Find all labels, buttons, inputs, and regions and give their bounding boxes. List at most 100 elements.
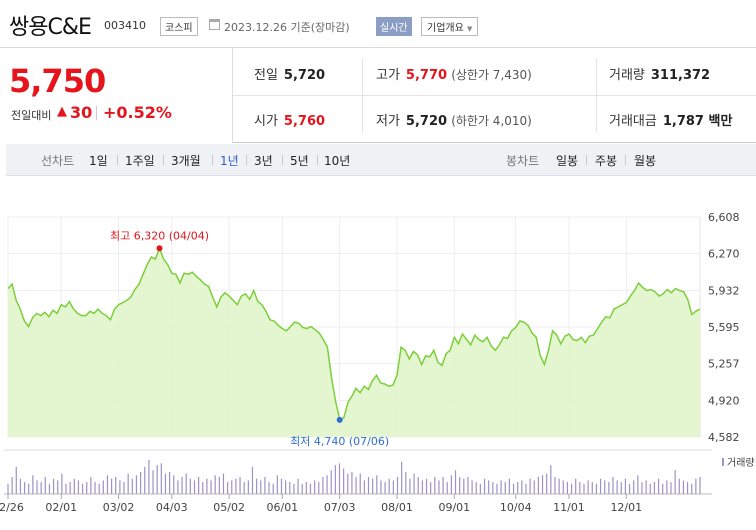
volume-bar — [90, 477, 92, 494]
volume-bar — [682, 480, 685, 494]
volume-bar — [351, 471, 353, 494]
volume-bar — [512, 483, 515, 494]
volume-bar — [314, 480, 316, 494]
volume-bar — [488, 480, 490, 494]
stat-value: 5,720 — [283, 68, 326, 83]
volume-bar — [363, 480, 365, 494]
x-tick-label: 12/26 — [0, 501, 24, 514]
volume-bar — [181, 477, 183, 494]
volume-bar — [322, 477, 324, 494]
divider — [596, 58, 597, 133]
volume-bar — [633, 480, 635, 494]
volume-bar — [566, 482, 569, 494]
chart-annotations: 최고 6,320 (04/04) 최저 4,740 (07/06) — [110, 229, 389, 448]
volume-bar — [338, 463, 341, 494]
candle-chart-title: 봉차트 — [506, 154, 540, 168]
stat-value: 1,787 백만 — [662, 114, 733, 129]
volume-bar — [169, 471, 171, 494]
realtime-button[interactable]: 실시간 — [376, 17, 412, 36]
chart-period-tabs: 선차트 1일 1주일 3개월 1년 3년 5년 10년 봉차트 일봉 주봉 월봉 — [6, 144, 756, 176]
stat-value: 5,760 — [283, 114, 326, 129]
volume-bar — [28, 483, 30, 494]
tab-10year[interactable]: 10년 — [324, 154, 351, 168]
price-change: 30 — [70, 103, 93, 122]
volume-bar — [301, 483, 303, 494]
tab-1year[interactable]: 1년 — [220, 154, 239, 168]
volume-bar — [517, 482, 519, 494]
volume-bar — [152, 470, 154, 494]
tab-weekly-candle[interactable]: 주봉 — [595, 154, 618, 168]
volume-bar — [239, 477, 241, 494]
volume-bar — [334, 465, 336, 494]
volume-bar — [330, 470, 332, 494]
volume-bar — [218, 477, 220, 494]
volume-bar — [102, 480, 104, 494]
x-axis-ticks: 12/26 02/01 03/02 04/03 05/02 06/01 07/03 08/01… — [0, 494, 642, 514]
volume-bar — [405, 471, 407, 494]
current-price-box: 5,750 전일대비 ▲ 30 +0.52% — [0, 48, 233, 143]
price-line — [7, 246, 701, 421]
stat-label: 전일 — [254, 68, 278, 83]
volume-bar — [442, 477, 444, 494]
volume-bar — [32, 475, 34, 494]
volume-bar — [276, 475, 278, 494]
company-overview-label: 기업개요 — [427, 23, 464, 34]
tab-5year[interactable]: 5년 — [290, 154, 309, 168]
volume-bar — [595, 483, 598, 494]
tab-3month[interactable]: 3개월 — [171, 154, 201, 168]
volume-bar — [65, 483, 67, 494]
volume-bar — [135, 475, 138, 494]
volume-bar — [450, 475, 452, 494]
volume-bar — [686, 482, 689, 494]
volume-bar — [372, 478, 374, 494]
volume-bar — [376, 475, 378, 494]
up-triangle-icon: ▲ — [57, 104, 67, 119]
x-tick-label: 08/01 — [381, 501, 413, 514]
divider — [625, 155, 626, 165]
volume-bar — [599, 478, 602, 494]
volume-bar — [285, 480, 287, 494]
x-tick-label: 12/01 — [610, 501, 642, 514]
company-overview-button[interactable]: 기업개요 ▼ — [421, 17, 479, 36]
volume-bar — [268, 482, 270, 494]
tab-monthly-candle[interactable]: 월봉 — [634, 154, 657, 168]
volume-bar — [280, 478, 283, 494]
tab-3year[interactable]: 3년 — [254, 154, 273, 168]
y-tick-label: 4,920 — [708, 394, 740, 407]
volume-bar — [11, 477, 13, 494]
lower-limit: (하한가 4,010) — [451, 114, 532, 128]
divider — [212, 155, 213, 165]
volume-bar — [678, 478, 680, 494]
volume-bar — [670, 482, 672, 494]
volume-bar — [649, 483, 651, 494]
tab-1day[interactable]: 1일 — [89, 154, 108, 168]
volume-bar — [359, 473, 361, 494]
volume-bar — [467, 477, 469, 494]
volume-bar — [7, 483, 9, 494]
stat-open: 시가 5,760 — [254, 110, 325, 129]
stat-label: 고가 — [376, 68, 400, 83]
volume-bar — [355, 477, 357, 494]
volume-bar — [430, 482, 432, 494]
volume-bar — [392, 480, 394, 494]
volume-bar — [508, 478, 510, 494]
volume-bar — [123, 482, 125, 494]
volume-bar — [496, 483, 498, 494]
volume-bar — [695, 478, 697, 494]
volume-bar — [23, 482, 26, 494]
volume-bar — [185, 473, 187, 494]
market-badge: 코스피 — [160, 17, 198, 36]
volume-bar — [222, 473, 225, 494]
tab-daily-candle[interactable]: 일봉 — [556, 154, 579, 168]
volume-bar — [206, 478, 208, 494]
volume-bar — [198, 477, 200, 494]
volume-bar — [318, 482, 320, 494]
x-tick-label: 06/01 — [266, 501, 298, 514]
volume-bar — [210, 480, 212, 494]
stat-value: 5,720 — [405, 114, 448, 129]
y-tick-label: 5,257 — [708, 358, 740, 371]
volume-bar — [550, 465, 552, 494]
divider — [233, 95, 756, 96]
tab-1week[interactable]: 1주일 — [125, 154, 155, 168]
volume-bar — [139, 471, 142, 494]
